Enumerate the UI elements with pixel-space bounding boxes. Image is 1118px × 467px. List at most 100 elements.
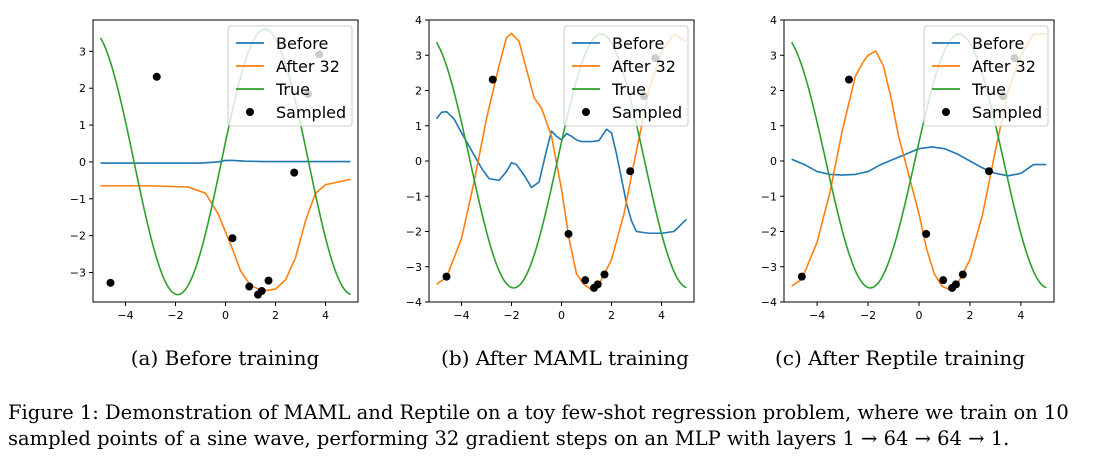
panel-b-chart: −4 −2 0 2 4 −4 −3 −2 −1 0 1 2 3 4 Before After 32 True Sa… <box>406 14 695 322</box>
sampled-point <box>600 270 609 279</box>
series-line-true <box>790 33 1047 289</box>
sampled-point <box>985 167 994 176</box>
sampled-point <box>593 280 602 289</box>
legend-label-after: After 32 <box>276 57 340 76</box>
series-line-before <box>435 110 688 235</box>
legend-label-sampled: Sampled <box>612 103 682 122</box>
sampled-point <box>958 270 967 279</box>
panel-c-chart: −4 −2 0 2 4 −4 −3 −2 −1 0 1 2 3 4 Before After 32 True Sa… <box>761 14 1055 322</box>
legend-label-before: Before <box>972 34 1024 53</box>
x-tick-label: −4 <box>809 309 825 322</box>
y-tick-label: 4 <box>415 14 422 27</box>
y-tick-label: 0 <box>415 155 422 168</box>
y-tick-label: 3 <box>79 45 86 58</box>
legend: Before After 32 True Sampled <box>923 25 1049 127</box>
x-tick-label: 4 <box>322 309 329 322</box>
series-line-true <box>435 33 687 289</box>
y-tick-label: −4 <box>761 296 777 309</box>
sampled-point <box>844 75 853 84</box>
sampled-point <box>564 229 573 238</box>
series-line-true <box>99 28 351 296</box>
sampled-point <box>245 282 254 291</box>
sampled-point <box>152 72 161 81</box>
x-tick-label: 4 <box>658 309 665 322</box>
x-tick-label: −2 <box>503 309 519 322</box>
x-tick-label: 2 <box>272 309 279 322</box>
y-tick-label: −4 <box>406 296 422 309</box>
legend-label-sampled: Sampled <box>276 103 346 122</box>
y-tick-label: −1 <box>406 190 422 203</box>
y-tick-label: 0 <box>770 155 777 168</box>
legend: Before After 32 True Sampled <box>227 25 353 127</box>
sampled-point <box>290 168 299 177</box>
y-tick-label: −2 <box>761 226 777 239</box>
y-tick-label: 1 <box>415 120 422 133</box>
x-tick-label: 2 <box>966 309 973 322</box>
y-tick-label: −3 <box>70 267 86 280</box>
legend-label-true: True <box>611 80 646 99</box>
y-tick-label: −1 <box>70 193 86 206</box>
legend-label-before: Before <box>612 34 664 53</box>
sampled-point <box>488 75 497 84</box>
subcaption-c: (c) After Reptile training <box>774 346 1026 370</box>
series-line-before <box>791 146 1047 177</box>
legend-label-after: After 32 <box>972 57 1036 76</box>
legend-box <box>563 25 689 127</box>
legend-label-true: True <box>971 80 1006 99</box>
y-tick-label: 1 <box>79 119 86 132</box>
subcaption-a: (a) Before training <box>130 346 320 370</box>
x-tick-label: −4 <box>453 309 469 322</box>
legend-label-after: After 32 <box>612 57 676 76</box>
series-line-before <box>100 159 351 164</box>
sampled-point <box>581 276 590 285</box>
subcaption-b: (b) After MAML training <box>441 346 689 370</box>
y-tick-label: 2 <box>79 82 86 95</box>
sampled-point <box>626 167 635 176</box>
x-tick-label: 0 <box>558 309 565 322</box>
legend-label-before: Before <box>276 34 328 53</box>
panel-a-chart: −4 −2 0 2 4 −3 −2 −1 0 1 2 3 Before After 32 True Sampl… <box>70 19 359 322</box>
y-tick-label: 1 <box>770 120 777 133</box>
y-tick-label: 3 <box>415 49 422 62</box>
legend-box <box>923 25 1049 127</box>
y-tick-label: 0 <box>79 156 86 169</box>
y-tick-label: 2 <box>770 85 777 98</box>
legend-marker-sampled <box>582 108 590 116</box>
caption-line-1: Figure 1: Demonstration of MAML and Rept… <box>8 401 1069 424</box>
sampled-point <box>442 272 451 281</box>
x-tick-label: 2 <box>608 309 615 322</box>
y-tick-label: −2 <box>406 226 422 239</box>
sampled-point <box>228 234 237 243</box>
figure-caption: Figure 1: Demonstration of MAML and Rept… <box>8 400 1114 452</box>
y-tick-label: 4 <box>770 14 777 27</box>
sampled-point <box>939 276 948 285</box>
legend-marker-sampled <box>246 108 254 116</box>
sampled-point <box>257 286 266 295</box>
x-tick-label: 0 <box>916 309 923 322</box>
sampled-point <box>951 280 960 289</box>
y-tick-label: 2 <box>415 85 422 98</box>
sampled-point <box>264 276 273 285</box>
y-tick-label: −1 <box>761 190 777 203</box>
x-tick-label: 4 <box>1017 309 1024 322</box>
x-tick-label: −2 <box>860 309 876 322</box>
y-tick-label: −2 <box>70 230 86 243</box>
legend-label-true: True <box>275 80 310 99</box>
legend: Before After 32 True Sampled <box>563 25 689 127</box>
y-tick-label: −3 <box>406 261 422 274</box>
x-tick-label: −2 <box>167 309 183 322</box>
sampled-point <box>797 272 806 281</box>
series-line-after <box>100 178 351 292</box>
legend-marker-sampled <box>942 108 950 116</box>
legend-label-sampled: Sampled <box>972 103 1042 122</box>
series-line-after <box>791 33 1047 291</box>
legend-box <box>227 25 353 127</box>
x-tick-label: −4 <box>117 309 133 322</box>
sampled-point <box>106 278 115 287</box>
x-tick-label: 0 <box>222 309 229 322</box>
y-tick-label: −3 <box>761 261 777 274</box>
y-tick-label: 3 <box>770 49 777 62</box>
caption-line-2: sampled points of a sine wave, performin… <box>8 427 1010 450</box>
sampled-point <box>922 229 931 238</box>
